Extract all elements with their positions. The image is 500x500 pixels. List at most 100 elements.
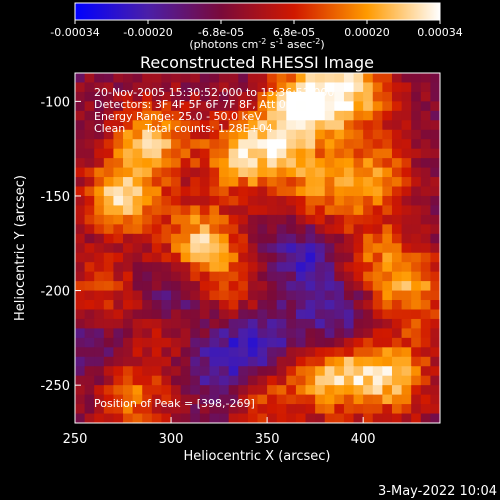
heatmap-cell [113, 394, 124, 405]
heatmap-cell [295, 214, 307, 225]
heatmap-cell [94, 186, 105, 197]
heatmap-cell [190, 148, 201, 159]
heatmap-cell [257, 110, 268, 121]
heatmap-cell [199, 337, 211, 348]
heatmap-cell [257, 73, 268, 84]
heatmap-cell [401, 148, 412, 159]
heatmap-cell [315, 337, 326, 348]
heatmap-cell [180, 148, 191, 159]
heatmap-cell [199, 205, 211, 216]
heatmap-cell [420, 309, 431, 320]
heatmap-cell [411, 290, 422, 301]
heatmap-cell [151, 366, 163, 377]
heatmap-cell [238, 110, 249, 121]
heatmap-cell [324, 385, 335, 396]
heatmap-cell [257, 413, 268, 423]
heatmap-cell [257, 252, 268, 263]
heatmap-cell [286, 82, 297, 93]
heatmap-cell [238, 233, 249, 244]
heatmap-cell [334, 328, 345, 339]
heatmap-cell [171, 337, 182, 348]
heatmap-cell [324, 309, 335, 320]
heatmap-cell [391, 186, 403, 197]
heatmap-cell [295, 404, 307, 415]
heatmap-cell [151, 290, 163, 301]
heatmap-cell [161, 394, 172, 405]
heatmap-cell [75, 375, 86, 386]
heatmap-cell [113, 347, 124, 358]
heatmap-cell [247, 214, 259, 225]
image-annotations: 20-Nov-2005 15:30:52.000 to 15:36:52.000… [94, 86, 334, 410]
heatmap-cell [209, 224, 220, 235]
heatmap-cell [267, 91, 278, 102]
heatmap-cell [295, 73, 307, 84]
heatmap-cell [228, 205, 239, 216]
heatmap-cell [334, 262, 345, 273]
heatmap-cell [286, 366, 297, 377]
heatmap-cell [324, 300, 335, 311]
heatmap-cell [286, 167, 297, 178]
heatmap-cell [132, 129, 143, 140]
heatmap-cell [353, 73, 364, 84]
heatmap-cell [391, 139, 403, 150]
heatmap-cell [363, 290, 374, 301]
heatmap-cell [343, 366, 355, 377]
heatmap-cell [142, 375, 153, 386]
heatmap-cell [161, 309, 172, 320]
heatmap-cell [430, 404, 440, 415]
heatmap-cell [132, 347, 143, 358]
heatmap-cell [353, 158, 364, 169]
heatmap-cell [180, 243, 191, 254]
heatmap-cell [363, 195, 374, 207]
heatmap-cell [343, 356, 355, 367]
heatmap-cell [94, 290, 105, 301]
heatmap-cell [190, 309, 201, 320]
heatmap-cell [132, 262, 143, 273]
heatmap-cell [305, 224, 316, 235]
x-tick-label: 350 [255, 432, 280, 447]
heatmap-cell [75, 205, 86, 216]
heatmap-cell [391, 394, 403, 405]
heatmap-cell [391, 300, 403, 311]
heatmap-cell [286, 91, 297, 102]
heatmap-cell [324, 394, 335, 405]
heatmap-cell [305, 129, 316, 140]
heatmap-cell [238, 158, 249, 169]
heatmap-cell [142, 110, 153, 121]
heatmap-cell [315, 318, 326, 330]
heatmap-cell [267, 281, 278, 292]
heatmap-cell [401, 252, 412, 263]
heatmap-cell [372, 148, 383, 159]
heatmap-cell [132, 73, 143, 84]
heatmap-cell [238, 73, 249, 84]
heatmap-cell [420, 366, 431, 377]
heatmap-cell [199, 262, 211, 273]
heatmap-cell [190, 413, 201, 423]
heatmap-cell [142, 385, 153, 396]
heatmap-cell [190, 186, 201, 197]
heatmap-cell [180, 385, 191, 396]
heatmap-cell [228, 356, 239, 367]
heatmap-cell [190, 139, 201, 150]
heatmap-cell [228, 110, 239, 121]
heatmap-cell [353, 366, 364, 377]
heatmap-cell [401, 129, 412, 140]
heatmap-cell [84, 243, 95, 254]
heatmap-cell [132, 195, 143, 207]
heatmap-cell [113, 375, 124, 386]
heatmap-cell [75, 101, 86, 112]
heatmap-cell [411, 385, 422, 396]
heatmap-cell [161, 91, 172, 102]
heatmap-cell [247, 167, 259, 178]
heatmap-cell [363, 129, 374, 140]
heatmap-cell [257, 129, 268, 140]
heatmap-cell [420, 214, 431, 225]
heatmap-cell [382, 309, 393, 320]
heatmap-cell [113, 73, 124, 84]
heatmap-cell [382, 290, 393, 301]
heatmap-cell [113, 195, 124, 207]
heatmap-cell [161, 233, 172, 244]
heatmap-cell [103, 328, 115, 339]
heatmap-cell [94, 110, 105, 121]
heatmap-cell [219, 356, 230, 367]
